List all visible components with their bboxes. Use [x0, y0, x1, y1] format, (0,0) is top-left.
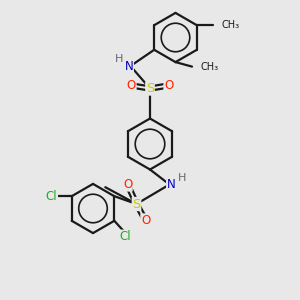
Text: N: N [167, 178, 176, 191]
Text: S: S [146, 82, 154, 95]
Text: CH₃: CH₃ [200, 61, 218, 72]
Text: O: O [141, 214, 150, 227]
Text: N: N [124, 59, 134, 73]
Text: O: O [127, 79, 136, 92]
Text: Cl: Cl [119, 230, 130, 243]
Text: H: H [115, 54, 123, 64]
Text: O: O [164, 79, 173, 92]
Text: H: H [178, 173, 186, 183]
Text: Cl: Cl [46, 190, 57, 203]
Text: S: S [132, 197, 141, 211]
Text: CH₃: CH₃ [222, 20, 240, 30]
Text: O: O [123, 178, 132, 191]
